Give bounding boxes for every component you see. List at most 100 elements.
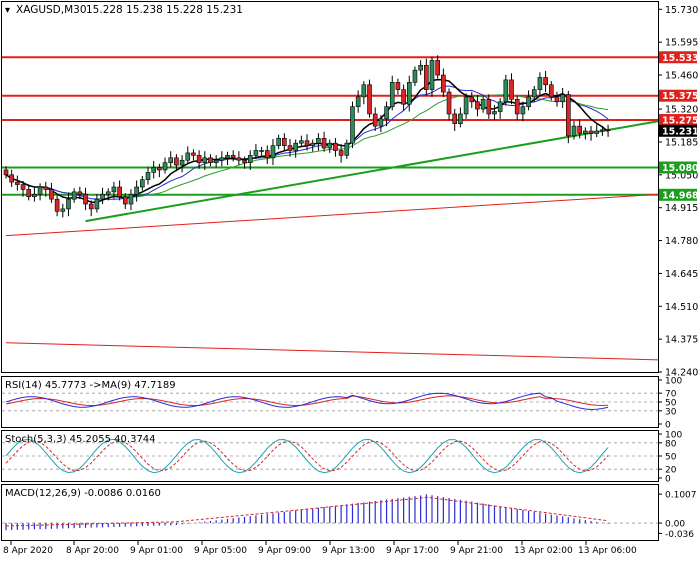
candle-body [151, 167, 156, 173]
price-tick-label: 15.050 [665, 170, 698, 181]
candle-body [94, 198, 100, 210]
trendline-0 [85, 120, 659, 223]
candle-body [503, 79, 509, 103]
price-tick-label: 15.595 [665, 38, 698, 49]
candle-body [372, 113, 378, 127]
candle-body [583, 130, 588, 134]
candle-body [344, 142, 350, 156]
rsi-line [5, 392, 609, 411]
price-label-text: 15.375 [662, 91, 699, 102]
candle-body [497, 101, 503, 112]
candle-body [321, 138, 327, 149]
candles [3, 55, 611, 218]
candle-body [526, 96, 531, 107]
candle-body [389, 82, 395, 107]
candle-body [287, 145, 293, 151]
indicator-tick-label: 0 [665, 421, 671, 431]
indicator-tick-label: 0.00 [665, 520, 685, 530]
channel-line-1 [5, 342, 659, 361]
candle-body [424, 64, 429, 90]
axes: 15.730 15.595 15.460 15.320 15.185 15.050 14.9… [3, 5, 699, 556]
candle-body [77, 191, 83, 195]
candle-body [122, 196, 128, 205]
price-tick-label: 15.730 [665, 5, 698, 16]
candle-body [316, 138, 321, 144]
candle-body [100, 194, 105, 200]
candle-body [282, 138, 287, 146]
candle-body [475, 101, 480, 110]
candle-body [26, 189, 32, 198]
candle-body [247, 155, 253, 163]
candle-body [60, 208, 66, 212]
price-tick-label: 15.320 [665, 105, 698, 116]
candle-body [531, 89, 537, 98]
header-icon: ▾ [5, 5, 10, 16]
candle-body [168, 157, 174, 163]
candle-body [253, 150, 259, 156]
candle-body [435, 60, 440, 76]
stoch-label: Stoch(5,3,3) 45.2055 40.3744 [5, 434, 156, 445]
candle-body [66, 198, 71, 210]
candle-body [191, 152, 196, 156]
candle-body [509, 79, 514, 100]
candle-body [480, 99, 486, 110]
candle-body [88, 203, 94, 210]
price-tick-label: 15.460 [665, 71, 698, 82]
candle-body [185, 152, 191, 161]
candle-body [208, 157, 213, 163]
candle-body [20, 184, 26, 190]
rsi-label: RSI(14) 45.7773 ->MA(9) 47.7189 [5, 380, 176, 391]
price-tick-label: 14.780 [665, 236, 698, 247]
price-label-box [659, 161, 697, 174]
candle-body [367, 84, 372, 115]
candle-body [406, 82, 412, 105]
candle-body [162, 162, 168, 171]
price-panel [1, 1, 659, 373]
rsi-ma-line [5, 395, 609, 407]
candle-body [242, 159, 247, 163]
candle-body [333, 142, 338, 151]
candle-body [145, 172, 151, 180]
candle-body [554, 96, 560, 103]
candle-body [219, 157, 225, 161]
candle-body [71, 191, 77, 200]
candle-body [128, 194, 134, 205]
candle-body [49, 189, 54, 200]
price-tick-label: 14.240 [665, 368, 698, 379]
indicator-tick-label: 20 [665, 466, 677, 476]
indicator-plots [2, 392, 658, 531]
candle-body [259, 150, 264, 152]
time-tick-label: 13 Apr 06:00 [578, 546, 637, 556]
time-tick-label: 9 Apr 13:00 [322, 546, 375, 556]
candle-body [236, 157, 242, 161]
price-label-text: 14.968 [662, 190, 699, 201]
candle-body [105, 191, 111, 195]
indicator-tick-label: 100 [665, 431, 682, 441]
time-tick-label: 8 Apr 20:00 [66, 546, 119, 556]
candle-body [429, 60, 435, 90]
time-tick-label: 9 Apr 21:00 [450, 546, 503, 556]
candle-body [350, 106, 355, 144]
candle-body [543, 77, 548, 86]
candle-body [157, 167, 162, 171]
candle-body [15, 181, 20, 185]
candle-body [117, 186, 122, 198]
candle-body [196, 155, 202, 163]
indicator-tick-label: 0 [665, 475, 671, 485]
candle-body [83, 194, 88, 205]
indicator-tick-label: 50 [665, 399, 677, 409]
time-tick-label: 8 Apr 2020 [3, 546, 53, 556]
candle-body [520, 106, 526, 115]
candle-body [441, 74, 446, 93]
candle-body [514, 99, 520, 115]
price-tick-label: 14.510 [665, 302, 698, 313]
macd-signal-line [5, 496, 609, 527]
candle-body [179, 159, 185, 166]
candle-body [401, 89, 406, 105]
indicator-tick-label: 0.1007 [665, 491, 697, 501]
indicator-tick-label: -0.036 [665, 530, 694, 540]
candle-body [140, 179, 145, 188]
candle-body [571, 125, 577, 137]
candle-body [378, 118, 384, 127]
